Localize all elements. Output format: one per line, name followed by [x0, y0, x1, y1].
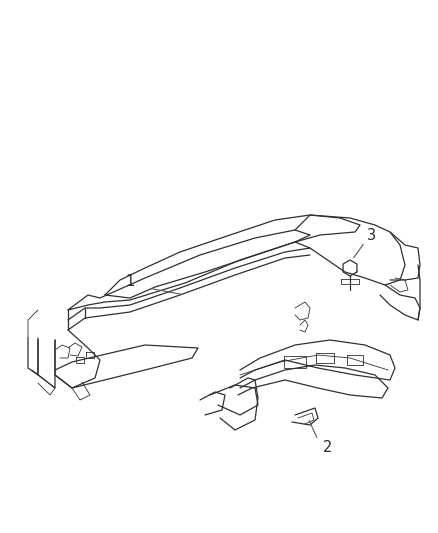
Text: 2: 2	[323, 440, 333, 456]
Text: 1: 1	[125, 274, 134, 289]
Text: 3: 3	[367, 228, 377, 243]
